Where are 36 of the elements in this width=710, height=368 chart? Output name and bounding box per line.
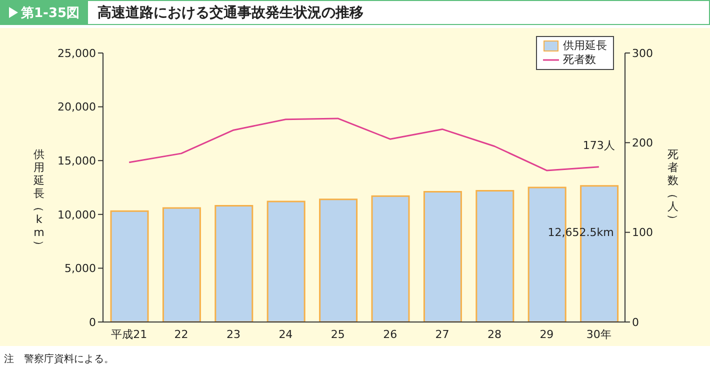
y-tick-label: 25,000 (58, 46, 96, 60)
x-tick-label: 28 (488, 328, 502, 341)
x-tick-label: 平成21 (111, 328, 148, 341)
x-tick-label: 30年 (586, 328, 612, 341)
x-tick-label: 29 (540, 328, 554, 341)
bar (371, 195, 410, 322)
y-tick-label: 10,000 (58, 208, 96, 222)
bar (266, 200, 306, 322)
bar (162, 207, 201, 322)
legend-label: 供用延長 (563, 39, 607, 53)
y-tick-label: 15,000 (58, 154, 96, 168)
legend-label: 死者数 (563, 53, 596, 67)
x-tick-label: 23 (226, 328, 240, 341)
bar (110, 210, 149, 322)
y2-tick-label: 300 (632, 46, 653, 60)
text: 第1-35図 (21, 4, 80, 22)
text: 注 警察庁資料による。 (4, 352, 114, 366)
x-tick-label: 24 (278, 328, 293, 341)
y-tick-label: 0 (89, 316, 96, 329)
bar (319, 198, 358, 322)
x-tick-label: 27 (435, 328, 450, 341)
x-tick-label: 26 (383, 328, 398, 341)
bar (214, 205, 254, 322)
bar (423, 191, 462, 322)
x-tick-label: 25 (330, 328, 345, 341)
y-tick-label: 20,000 (58, 100, 96, 114)
x-tick-label: 22 (174, 328, 188, 341)
y2-axis-title: 死者数（人） (666, 148, 680, 226)
data-label: 173人 (582, 138, 615, 152)
chart-title: 高速道路における交通事故発生状況の推移 (98, 4, 364, 22)
y2-tick-label: 0 (632, 316, 639, 329)
y-tick-label: 5,000 (64, 262, 96, 276)
bar (476, 190, 514, 322)
y2-tick-label: 200 (632, 136, 653, 150)
y-axis-title: 供用延長（km） (32, 148, 46, 252)
y2-tick-label: 100 (632, 226, 653, 240)
